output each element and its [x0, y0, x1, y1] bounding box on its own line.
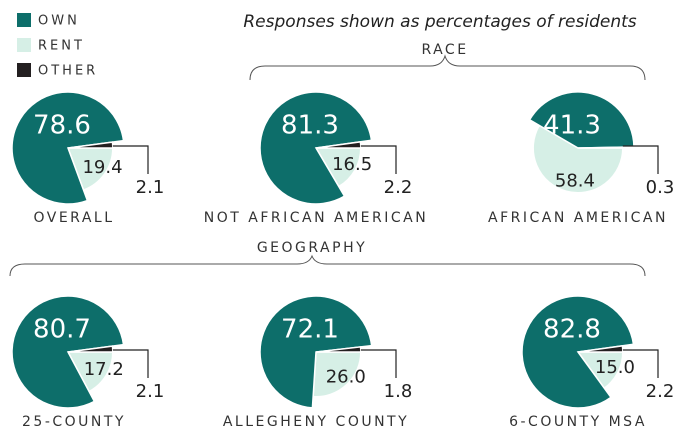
pie-slice — [11, 295, 125, 409]
own-label: 81.3 — [281, 111, 339, 141]
pie-slice — [577, 146, 624, 149]
brace — [249, 54, 646, 81]
brace — [9, 254, 646, 277]
rent-label: 17.2 — [84, 359, 124, 380]
pie-title: 25-COUNTY — [22, 414, 126, 428]
other-label: 2.2 — [384, 177, 413, 198]
leader-line — [622, 145, 659, 174]
pie-slice — [66, 147, 114, 191]
pie-title: OVERALL — [33, 210, 114, 226]
pie-slice — [521, 295, 635, 409]
leader-line — [622, 349, 659, 378]
pie-slice — [259, 91, 373, 205]
own-label: 82.8 — [543, 315, 601, 345]
leader-line — [360, 349, 397, 378]
group-label: RACE — [421, 42, 468, 58]
other-label: 1.8 — [384, 381, 413, 402]
leader-line — [360, 145, 397, 174]
legend-swatch — [17, 63, 31, 77]
pie-title: NOT AFRICAN AMERICAN — [204, 210, 428, 226]
pie-slice — [314, 147, 362, 188]
other-label: 2.2 — [646, 381, 675, 402]
group-label: GEOGRAPHY — [257, 240, 367, 256]
rent-label: 19.4 — [82, 157, 122, 178]
pie-slice — [11, 91, 125, 205]
pie-slice — [312, 351, 362, 398]
other-label: 2.1 — [136, 381, 165, 402]
pie-slice — [259, 295, 373, 409]
rent-label: 58.4 — [555, 171, 595, 192]
pie-slice — [315, 140, 362, 149]
own-label: 78.6 — [33, 111, 91, 141]
legend-swatch — [17, 38, 31, 52]
pie-title: 6-COUNTY MSA — [509, 414, 647, 428]
subtitle: Responses shown as percentages of reside… — [243, 12, 636, 32]
rent-label: 16.5 — [332, 154, 372, 175]
other-label: 0.3 — [646, 177, 675, 198]
legend-label: OWN — [38, 14, 80, 29]
legend-label: OTHER — [38, 64, 98, 79]
own-label: 80.7 — [33, 315, 91, 345]
pie-title: AFRICAN AMERICAN — [488, 210, 668, 226]
own-label: 72.1 — [281, 315, 339, 345]
pie-slice — [528, 91, 635, 149]
other-label: 2.1 — [136, 177, 165, 198]
pie-title: ALLEGHENY COUNTY — [223, 414, 409, 428]
legend-swatch — [17, 13, 31, 27]
pie-slice — [67, 345, 114, 353]
rent-label: 15.0 — [595, 357, 635, 378]
pie-slice — [577, 344, 624, 353]
pie-slice — [315, 346, 362, 353]
legend-label: RENT — [38, 39, 85, 54]
leader-line — [112, 145, 149, 174]
pie-slice — [532, 124, 624, 194]
pie-slice — [67, 141, 114, 149]
leader-line — [112, 349, 149, 378]
pie-slice — [66, 351, 114, 393]
rent-label: 26.0 — [326, 366, 366, 387]
own-label: 41.3 — [543, 111, 601, 141]
